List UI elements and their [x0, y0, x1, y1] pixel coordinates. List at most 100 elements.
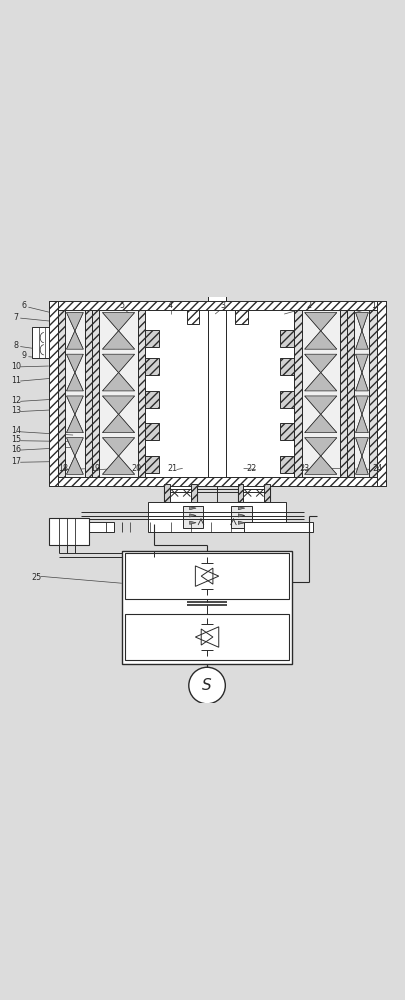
- Polygon shape: [355, 312, 367, 331]
- Polygon shape: [102, 456, 134, 474]
- Polygon shape: [355, 373, 367, 391]
- Polygon shape: [355, 456, 367, 474]
- Bar: [145, 330, 159, 347]
- Text: 23: 23: [299, 464, 309, 473]
- Polygon shape: [355, 331, 367, 349]
- Bar: [207, 310, 226, 477]
- Bar: [279, 391, 294, 408]
- Bar: [49, 301, 385, 310]
- Text: 8: 8: [14, 341, 19, 350]
- Text: 4: 4: [168, 301, 173, 310]
- Bar: [148, 502, 286, 532]
- Text: 20: 20: [131, 464, 141, 473]
- Bar: [58, 310, 376, 477]
- Text: 12: 12: [11, 396, 21, 405]
- Polygon shape: [355, 438, 367, 456]
- Bar: [191, 484, 196, 502]
- Text: 5: 5: [119, 301, 124, 310]
- Bar: [145, 310, 294, 477]
- Bar: [49, 518, 89, 545]
- Bar: [49, 301, 58, 486]
- Bar: [85, 310, 92, 477]
- Polygon shape: [102, 331, 134, 349]
- Text: 17: 17: [11, 457, 21, 466]
- Bar: [125, 614, 288, 660]
- Polygon shape: [355, 396, 367, 414]
- Polygon shape: [238, 521, 244, 524]
- Text: 1: 1: [370, 301, 375, 310]
- Text: 16: 16: [11, 445, 21, 454]
- Bar: [301, 310, 339, 477]
- Text: 25: 25: [31, 573, 42, 582]
- Bar: [231, 506, 251, 528]
- Bar: [49, 477, 385, 486]
- Bar: [279, 456, 294, 473]
- Bar: [279, 330, 294, 347]
- Bar: [346, 310, 354, 477]
- Polygon shape: [304, 456, 336, 474]
- Polygon shape: [66, 456, 83, 474]
- Text: 2: 2: [305, 301, 310, 310]
- Bar: [182, 506, 202, 528]
- Bar: [339, 310, 346, 477]
- Polygon shape: [66, 354, 83, 373]
- Polygon shape: [66, 373, 83, 391]
- Bar: [92, 310, 99, 477]
- Polygon shape: [102, 396, 134, 414]
- Polygon shape: [66, 396, 83, 414]
- Bar: [32, 327, 51, 358]
- Text: S: S: [202, 678, 211, 693]
- Bar: [122, 551, 292, 664]
- Bar: [99, 310, 137, 477]
- Text: 6: 6: [22, 301, 27, 310]
- Polygon shape: [102, 354, 134, 373]
- Text: 7: 7: [14, 313, 19, 322]
- Bar: [145, 423, 159, 440]
- Text: 22: 22: [246, 464, 256, 473]
- Bar: [369, 310, 376, 477]
- Bar: [376, 301, 385, 486]
- Bar: [279, 423, 294, 440]
- Polygon shape: [66, 414, 83, 433]
- Text: 15: 15: [11, 435, 21, 444]
- Polygon shape: [102, 414, 134, 433]
- Bar: [58, 310, 65, 477]
- Bar: [164, 484, 170, 502]
- Text: 10: 10: [11, 362, 21, 371]
- Polygon shape: [102, 312, 134, 331]
- Bar: [186, 310, 198, 324]
- Bar: [186, 310, 247, 324]
- Text: 21: 21: [167, 464, 177, 473]
- Bar: [243, 522, 312, 532]
- Bar: [203, 270, 231, 277]
- Polygon shape: [189, 506, 196, 510]
- Text: 11: 11: [11, 376, 21, 385]
- Bar: [235, 310, 247, 324]
- Polygon shape: [304, 438, 336, 456]
- Polygon shape: [189, 514, 196, 517]
- Bar: [354, 310, 369, 477]
- Bar: [145, 358, 159, 375]
- Polygon shape: [304, 331, 336, 349]
- Text: 9: 9: [22, 351, 27, 360]
- Bar: [164, 484, 196, 502]
- Text: 19: 19: [90, 464, 100, 473]
- Polygon shape: [304, 354, 336, 373]
- Bar: [264, 484, 269, 502]
- Polygon shape: [66, 438, 83, 456]
- Polygon shape: [355, 414, 367, 433]
- Bar: [73, 522, 113, 532]
- Polygon shape: [189, 521, 196, 524]
- Bar: [207, 282, 226, 310]
- Bar: [65, 310, 85, 477]
- Text: 24: 24: [372, 464, 382, 473]
- Polygon shape: [304, 312, 336, 331]
- Text: 18: 18: [58, 464, 68, 473]
- Polygon shape: [66, 331, 83, 349]
- Circle shape: [188, 667, 225, 704]
- Polygon shape: [102, 438, 134, 456]
- Bar: [145, 456, 159, 473]
- Bar: [125, 553, 288, 599]
- Bar: [237, 484, 269, 502]
- Bar: [279, 358, 294, 375]
